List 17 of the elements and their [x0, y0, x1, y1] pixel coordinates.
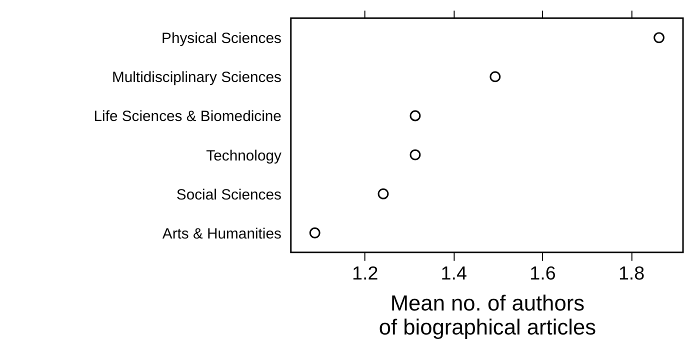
point [378, 188, 389, 200]
point [410, 110, 421, 122]
point [490, 71, 501, 82]
x-tick-label: 1.4 [440, 262, 468, 284]
point [410, 149, 421, 160]
y-tick-label: Multidisciplinary Sciences [112, 70, 282, 86]
y-tick-label: Technology [206, 148, 282, 164]
y-tick-label: Social Sciences [176, 187, 282, 204]
point [309, 227, 320, 238]
y-tick-label: Arts & Humanities [162, 226, 282, 242]
y-tick-label: Physical Sciences [162, 31, 282, 48]
x-tick-label: 1.8 [618, 262, 645, 284]
point [654, 32, 664, 44]
y-tick-label: Life Sciences & Biomedicine [94, 109, 282, 126]
x-tick-label: 1.6 [530, 262, 556, 284]
x-axis-title: Mean no. of authors of biographical articles [378, 290, 596, 340]
x-tick-label: 1.2 [352, 262, 378, 284]
